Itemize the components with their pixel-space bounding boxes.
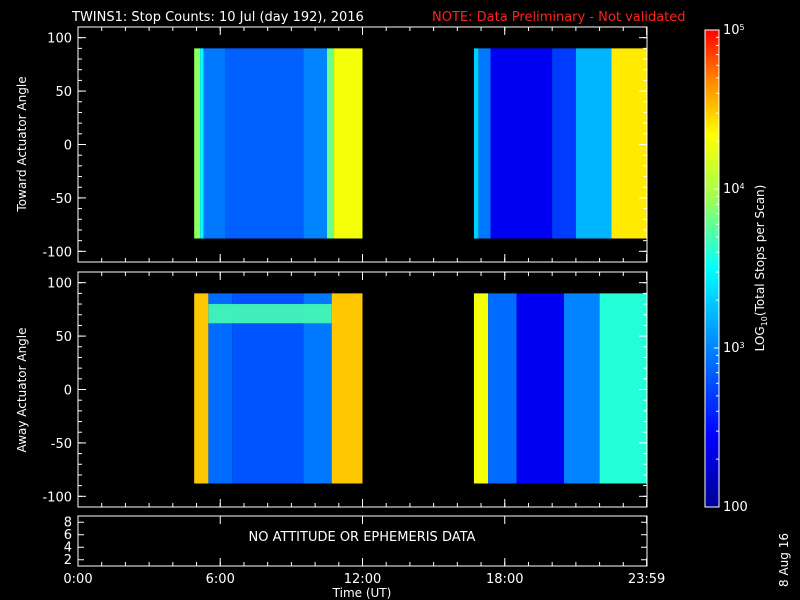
heatmap-segment bbox=[564, 293, 600, 484]
y-tick-label: 0 bbox=[64, 139, 72, 154]
x-tick-label: 6:00 bbox=[206, 572, 235, 587]
heatmap-segment bbox=[224, 48, 304, 239]
heatmap-segment bbox=[473, 48, 479, 239]
heatmap-segment bbox=[331, 293, 363, 484]
heatmap-segment bbox=[200, 48, 204, 239]
preliminary-note: NOTE: Data Preliminary - Not validated bbox=[432, 10, 686, 25]
y-tick-label: -50 bbox=[51, 437, 72, 452]
colorbar-tick-exponent: 5 bbox=[740, 23, 745, 32]
colorbar-label: LOG10(Total Stops per Scan) bbox=[753, 185, 769, 352]
colorbar-label-rest: (Total Stops per Scan) bbox=[753, 185, 767, 316]
heatmap-segment bbox=[194, 48, 201, 239]
colorbar-tick-exponent: 4 bbox=[740, 182, 745, 191]
y-tick-label: -50 bbox=[51, 192, 72, 207]
heatmap-segment bbox=[303, 48, 327, 239]
y-tick-label: 4 bbox=[64, 540, 72, 555]
heatmap-segment bbox=[599, 293, 647, 484]
colorbar-tick-exponent: 3 bbox=[740, 341, 745, 350]
x-tick-label: 12:00 bbox=[344, 572, 381, 587]
heatmap-segment bbox=[334, 48, 363, 239]
heatmap-segment bbox=[303, 293, 332, 484]
toward-ylabel: Toward Actuator Angle bbox=[15, 76, 29, 212]
y-tick-label: 100 bbox=[47, 277, 72, 292]
y-tick-label: 2 bbox=[64, 553, 72, 568]
y-tick-label: 100 bbox=[47, 32, 72, 47]
y-tick-label: 6 bbox=[64, 528, 72, 543]
x-tick-label: 23:59 bbox=[628, 572, 665, 587]
heatmap-band bbox=[208, 304, 332, 324]
heatmap-segment bbox=[490, 48, 553, 239]
x-axis-title: Time (UT) bbox=[332, 586, 392, 600]
colorbar-gradient bbox=[704, 29, 720, 508]
colorbar-tick-label: 105 bbox=[723, 23, 745, 38]
side-date: 8 Aug 16 bbox=[777, 533, 791, 587]
heatmap-segment bbox=[488, 293, 517, 484]
y-tick-label: -100 bbox=[42, 490, 72, 505]
colorbar-label-main: LOG bbox=[753, 326, 767, 351]
heatmap-segment bbox=[552, 48, 576, 239]
y-tick-label: 50 bbox=[55, 330, 72, 345]
y-tick-label: 8 bbox=[64, 515, 72, 530]
heatmap-segment bbox=[194, 293, 209, 484]
heatmap-segment bbox=[478, 48, 491, 239]
x-tick-label: 0:00 bbox=[63, 572, 92, 587]
heatmap-segment bbox=[473, 293, 489, 484]
x-tick-label: 18:00 bbox=[486, 572, 523, 587]
away-ylabel: Away Actuator Angle bbox=[15, 327, 29, 452]
y-tick-label: -100 bbox=[42, 245, 72, 260]
figure-title: TWINS1: Stop Counts: 10 Jul (day 192), 2… bbox=[71, 10, 364, 25]
heatmap-segment bbox=[208, 293, 233, 484]
heatmap-segment bbox=[326, 48, 335, 239]
toward-panel: 100 50 0 -50 -100 bbox=[42, 26, 648, 263]
heatmap-segment bbox=[203, 48, 225, 239]
colorbar-tick-label: 104 bbox=[723, 182, 745, 197]
colorbar-tick-label: 100 bbox=[723, 500, 748, 515]
heatmap-segment bbox=[232, 293, 304, 484]
colorbar-tick-label: 103 bbox=[723, 341, 745, 356]
y-tick-label: 0 bbox=[64, 384, 72, 399]
colorbar-label-sub: 10 bbox=[760, 316, 769, 326]
y-tick-label: 50 bbox=[55, 85, 72, 100]
heatmap-segment bbox=[611, 48, 647, 239]
heatmap-segment bbox=[516, 293, 565, 484]
no-data-message: NO ATTITUDE OR EPHEMERIS DATA bbox=[249, 530, 476, 545]
heatmap-segment bbox=[575, 48, 612, 239]
away-panel: 100 50 0 -50 -100 bbox=[42, 271, 648, 508]
